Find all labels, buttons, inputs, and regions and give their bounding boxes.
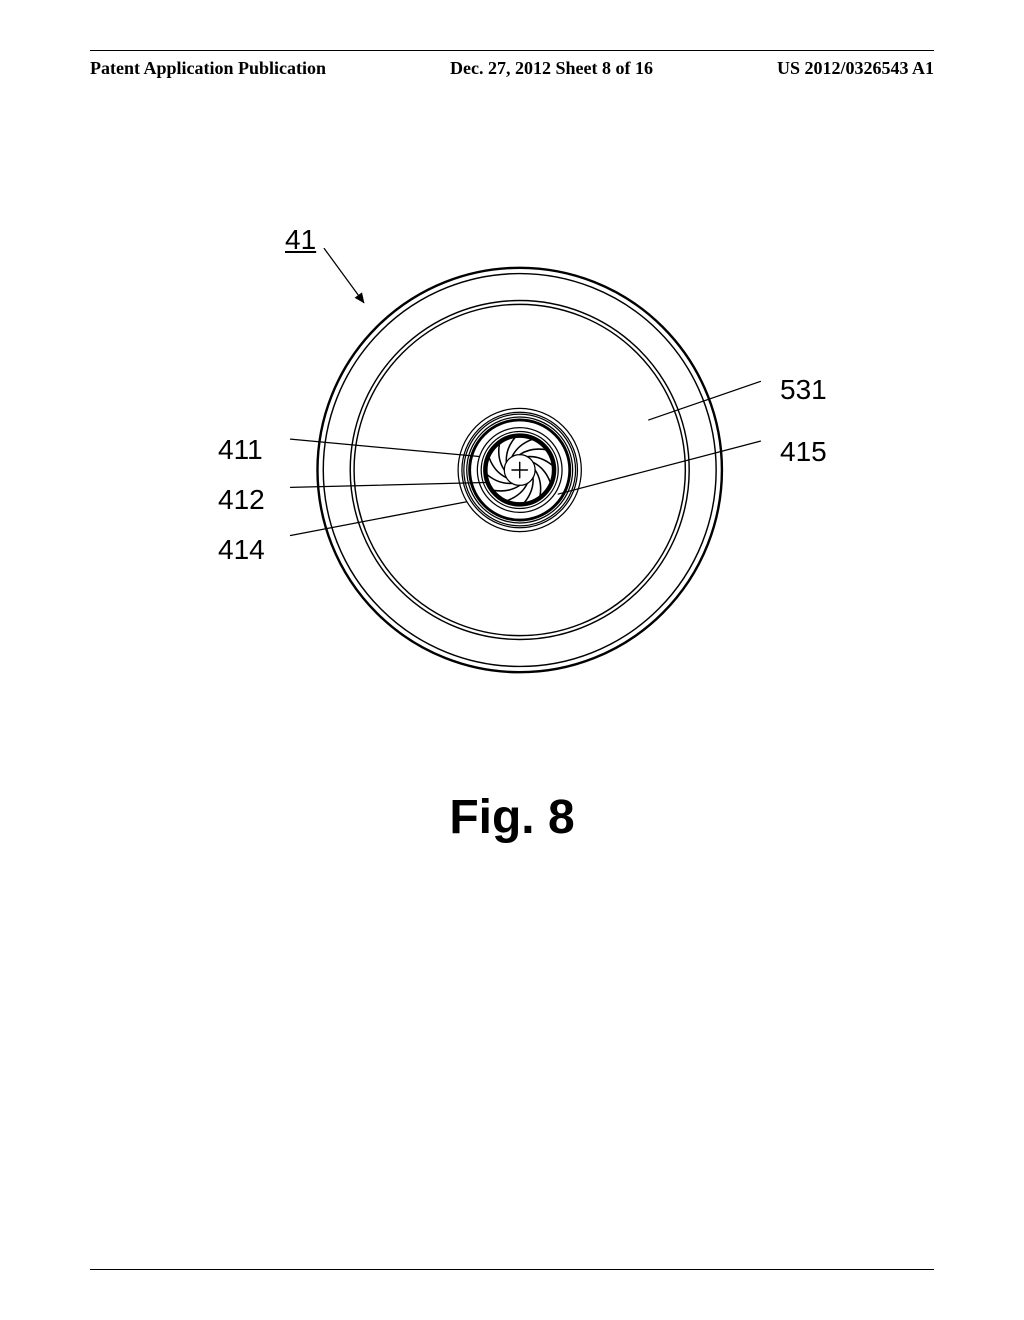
header-center: Dec. 27, 2012 Sheet 8 of 16 xyxy=(450,58,653,79)
header-right: US 2012/0326543 A1 xyxy=(777,58,934,79)
header-left: Patent Application Publication xyxy=(90,58,326,79)
figure-8-drawing xyxy=(90,210,934,730)
page-header: Patent Application Publication Dec. 27, … xyxy=(90,58,934,79)
figure-caption: Fig. 8 xyxy=(0,790,1024,845)
